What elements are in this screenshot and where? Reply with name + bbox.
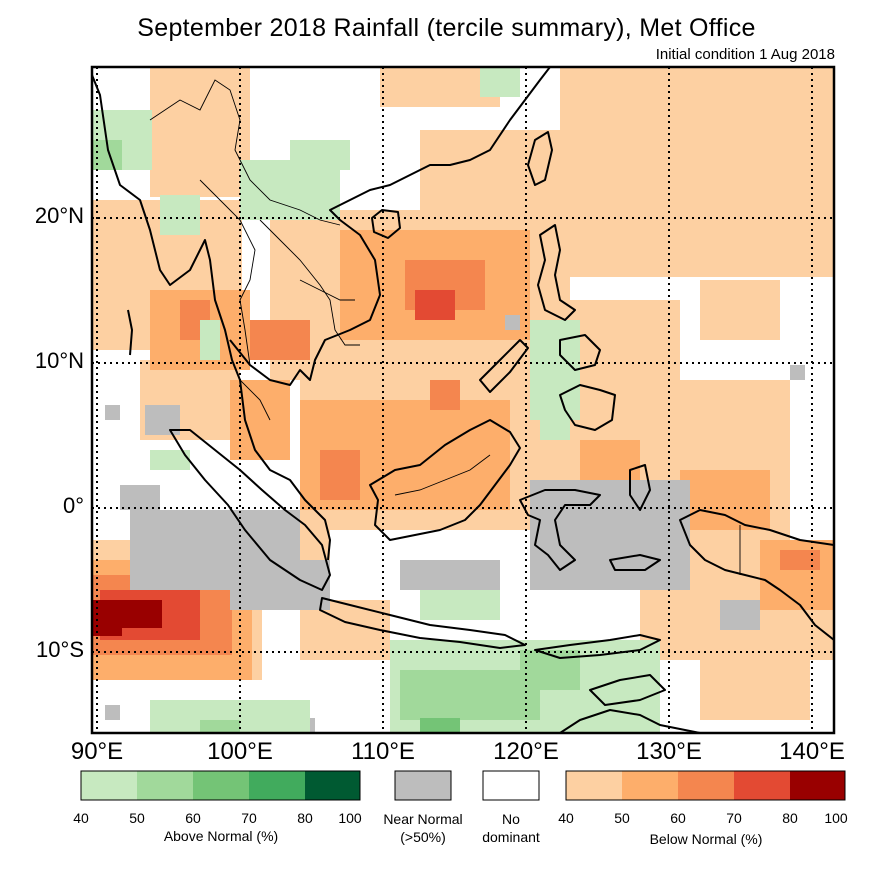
map-title: September 2018 Rainfall (tercile summary… bbox=[137, 14, 756, 42]
below-normal-title: Below Normal (%) bbox=[649, 831, 763, 847]
below-tick-80: 80 bbox=[782, 810, 798, 826]
near-normal-area bbox=[105, 315, 805, 733]
no-dominant-line2: dominant bbox=[482, 829, 540, 845]
above-tick-100: 100 bbox=[338, 810, 362, 826]
lat-label-0: 0° bbox=[62, 493, 84, 518]
above-normal-50-60-area bbox=[92, 140, 580, 733]
graticule bbox=[92, 67, 834, 733]
below-tick-70: 70 bbox=[726, 810, 742, 826]
above-tick-60: 60 bbox=[185, 810, 201, 826]
lon-label-110e: 110°E bbox=[351, 738, 415, 765]
above-tick-40: 40 bbox=[73, 810, 89, 826]
lon-label-140e: 140°E bbox=[779, 738, 845, 765]
lat-label-10s: 10°S bbox=[36, 637, 84, 662]
coastlines bbox=[92, 67, 834, 733]
above-normal-title: Above Normal (%) bbox=[163, 828, 279, 844]
no-dominant-label: No dominant bbox=[461, 810, 561, 846]
lon-label-100e: 100°E bbox=[207, 738, 273, 765]
below-tick-40: 40 bbox=[558, 810, 574, 826]
below-tick-100: 100 bbox=[824, 810, 848, 826]
above-normal-60-70-area bbox=[420, 718, 460, 733]
near-normal-line2: (>50%) bbox=[400, 829, 446, 845]
above-tick-50: 50 bbox=[129, 810, 145, 826]
above-tick-70: 70 bbox=[241, 810, 257, 826]
lon-label-130e: 130°E bbox=[636, 738, 702, 765]
country-borders bbox=[149, 79, 741, 575]
lon-label-90e: 90°E bbox=[70, 738, 124, 765]
near-normal-line1: Near Normal bbox=[383, 811, 463, 827]
below-tick-50: 50 bbox=[614, 810, 630, 826]
above-tick-80: 80 bbox=[297, 810, 313, 826]
no-dominant-line1: No bbox=[502, 811, 520, 827]
lon-label-120e: 120°E bbox=[493, 738, 559, 765]
lat-label-20n: 20°N bbox=[34, 203, 84, 228]
map-frame bbox=[90, 65, 836, 735]
near-normal-label: Near Normal (>50%) bbox=[368, 810, 478, 846]
below-tick-60: 60 bbox=[670, 810, 686, 826]
lat-label-10n: 10°N bbox=[34, 348, 84, 373]
initial-condition-label: Initial condition 1 Aug 2018 bbox=[655, 46, 835, 63]
below-normal-80-100-area bbox=[92, 600, 162, 636]
